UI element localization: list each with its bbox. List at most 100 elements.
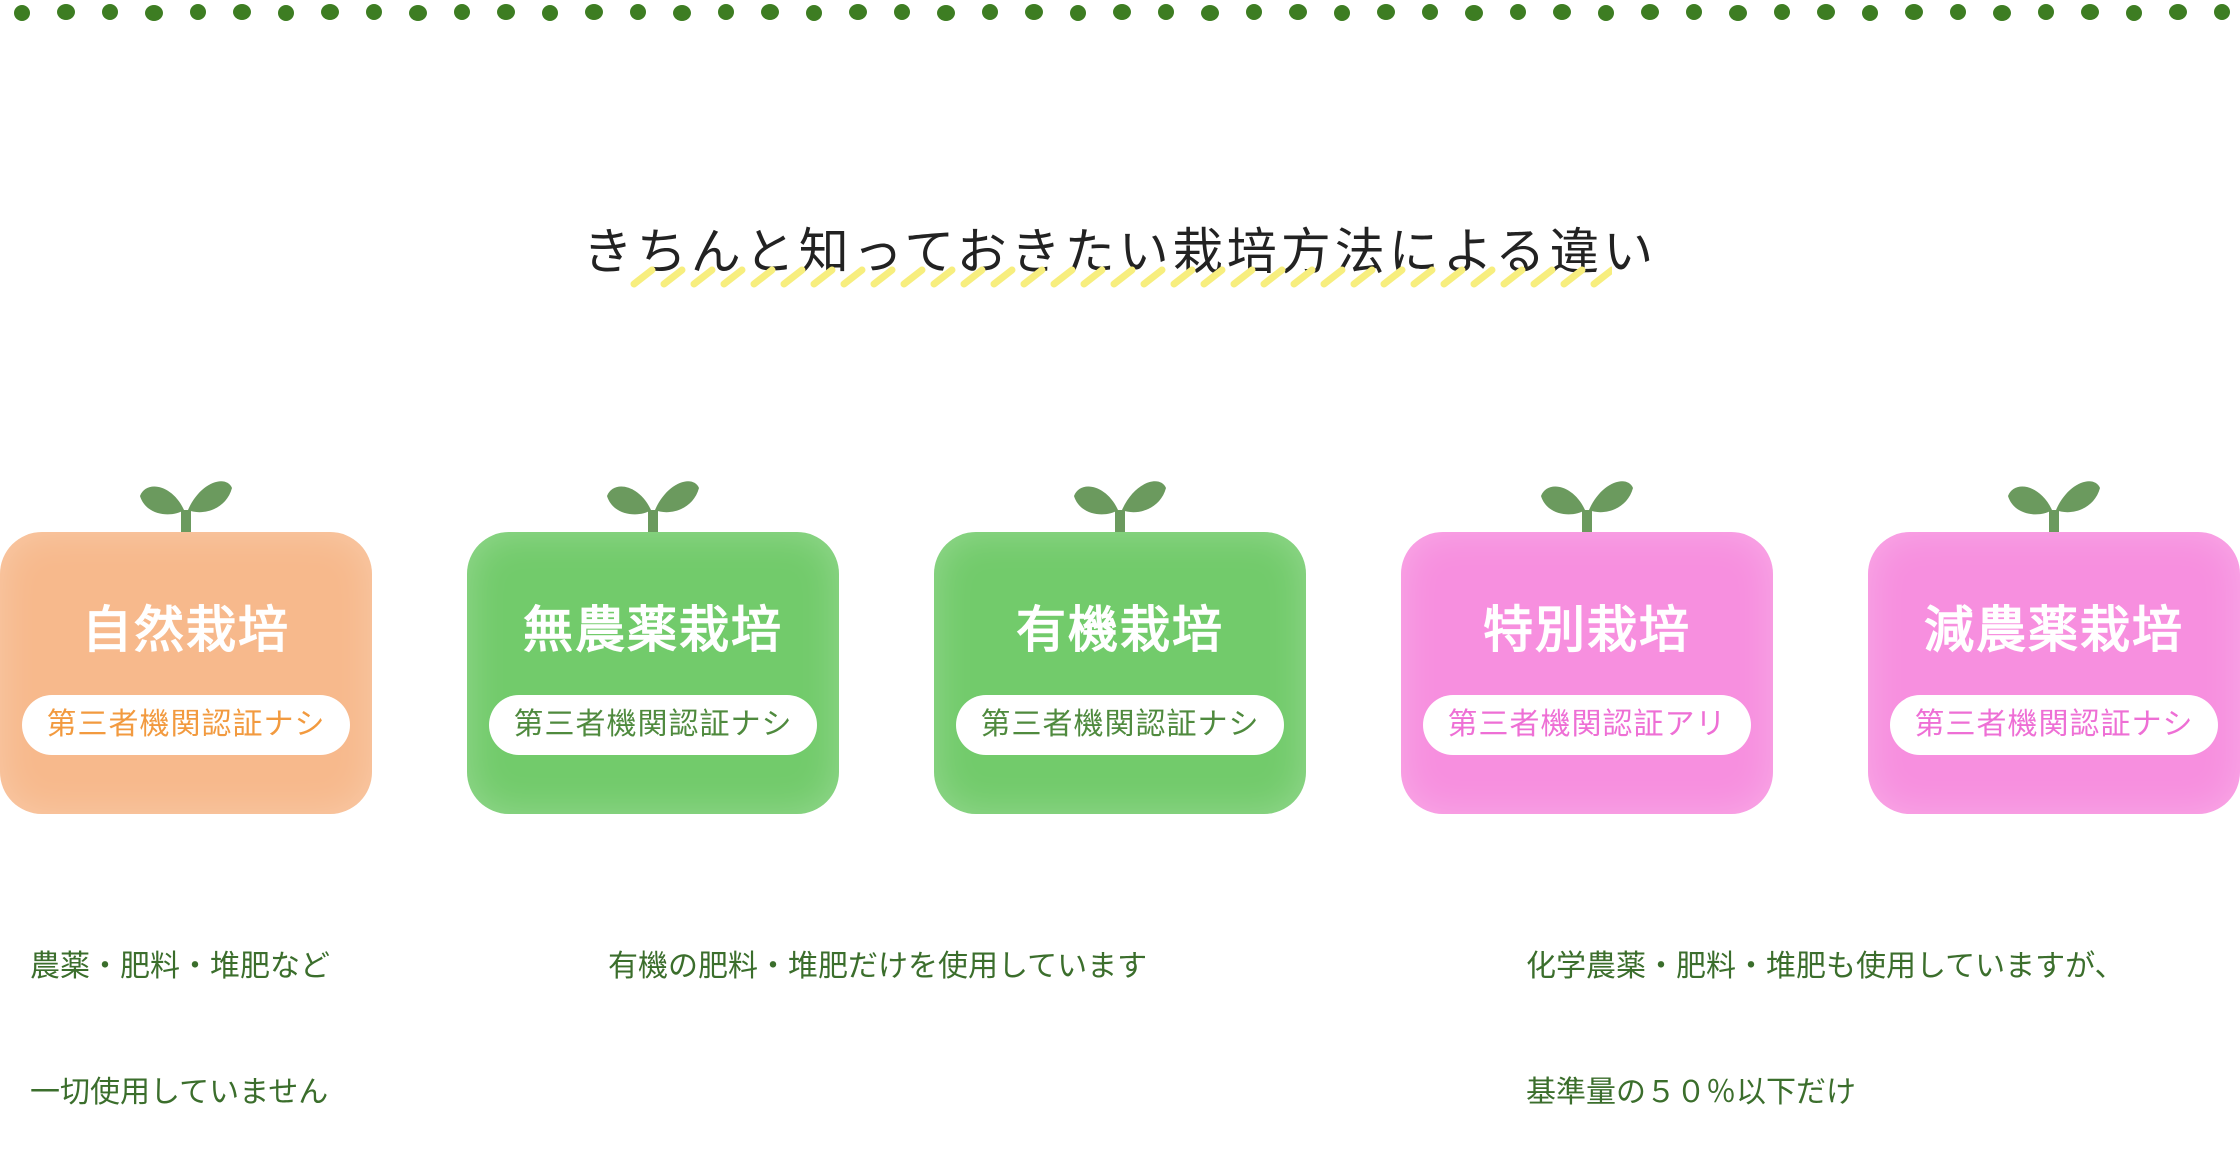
border-dot [1598,5,1614,21]
border-dot [2126,5,2142,21]
underline-stroke [630,266,656,288]
card-title: 自然栽培 [82,601,290,659]
border-dot [894,4,910,20]
card-pesticide-free-cultivation[interactable]: 無農薬栽培 第三者機関認証ナシ [467,532,839,814]
border-dot [2169,4,2187,20]
border-dot [1025,4,1043,20]
border-dot [1289,4,1307,20]
border-dot [1510,4,1526,20]
border-dot [1070,5,1086,21]
border-dot [233,4,251,20]
card-natural-cultivation[interactable]: 自然栽培 第三者機関認証ナシ [0,532,372,814]
border-dot [585,4,603,20]
border-dot [937,5,955,21]
border-dot [2081,4,2099,20]
border-dot [1774,4,1790,20]
sprout-icon [1541,481,1633,548]
page-title: きちんと知っておきたい栽培方法による違い [582,223,1658,281]
underline-stroke [930,266,956,288]
sprout-icon [1074,481,1166,548]
border-dot [1686,4,1702,20]
underline-stroke [750,266,776,288]
underline-stroke [870,266,896,288]
underline-stroke [960,266,986,288]
border-dot [454,4,470,20]
underline-stroke [780,266,806,288]
certification-badge: 第三者機関認証アリ [1423,695,1751,755]
border-dot [761,4,779,20]
description-line: 化学農薬・肥料・堆肥も使用していますが、 [1526,949,2125,984]
underline-stroke [1200,266,1226,288]
underline-stroke [1410,266,1436,288]
border-dot [1817,4,1835,20]
underline-stroke [1320,266,1346,288]
border-dot [366,4,382,20]
underline-stroke [1500,266,1526,288]
underline-stroke [900,266,926,288]
underline-stroke [690,266,716,288]
border-dot [673,5,691,21]
border-dot [1201,5,1219,21]
border-dot [806,5,822,21]
underline-stroke [1350,266,1376,288]
border-dot [278,5,294,21]
border-dot [1334,5,1350,21]
description-natural: 農薬・肥料・堆肥など 一切使用していません [30,862,330,1156]
border-dot [1158,4,1174,20]
border-dot [57,4,75,20]
card-special-cultivation[interactable]: 特別栽培 第三者機関認証アリ [1401,532,1773,814]
card-title: 減農薬栽培 [1924,601,2184,659]
underline-stroke [660,266,686,288]
dotted-border [14,4,2230,21]
underline-stroke [810,266,836,288]
border-dot [1950,4,1966,20]
underline-stroke [1140,266,1166,288]
underline-stroke [1530,266,1556,288]
underline-stroke [1020,266,1046,288]
border-dot [1641,4,1659,20]
border-dot [2214,4,2230,20]
border-dot [1422,4,1438,20]
underline-stroke [1440,266,1466,288]
border-dot [1905,4,1923,20]
border-dot [1729,5,1747,21]
description-line: 農薬・肥料・堆肥など [30,949,330,984]
card-title: 無農薬栽培 [523,601,783,659]
border-dot [542,5,558,21]
certification-badge: 第三者機関認証ナシ [489,695,817,755]
underline-stroke [1110,266,1136,288]
border-dot [849,4,867,20]
border-dot [718,4,734,20]
description-pesticide-free-organic: 有機の肥料・堆肥だけを使用しています [608,862,1147,1030]
border-dot [145,5,163,21]
card-reduced-pesticide-cultivation[interactable]: 減農薬栽培 第三者機関認証ナシ [1868,532,2240,814]
certification-badge: 第三者機関認証ナシ [1890,695,2218,755]
underline-stroke [1050,266,1076,288]
heading-underline [630,266,1612,288]
underline-stroke [1080,266,1106,288]
underline-stroke [1170,266,1196,288]
border-dot [321,4,339,20]
description-special-reduced: 化学農薬・肥料・堆肥も使用していますが、 基準量の５０％以下だけ [1526,862,2125,1156]
border-dot [1113,4,1131,20]
description-line: 有機の肥料・堆肥だけを使用しています [608,949,1148,984]
border-dot [1465,5,1483,21]
border-dot [1246,4,1262,20]
underline-stroke [1230,266,1256,288]
underline-stroke [1590,266,1612,288]
card-title: 有機栽培 [1016,601,1224,659]
border-dot [2038,4,2054,20]
border-dot [1553,4,1571,20]
border-dot [630,4,646,20]
border-dot [409,5,427,21]
border-dot [14,5,30,21]
description-line: 基準量の５０％以下だけ [1526,1075,1856,1110]
underline-stroke [1560,266,1586,288]
card-organic-cultivation[interactable]: 有機栽培 第三者機関認証ナシ [934,532,1306,814]
border-dot [102,4,118,20]
border-dot [1993,5,2011,21]
card-title: 特別栽培 [1483,601,1691,659]
underline-stroke [1290,266,1316,288]
underline-stroke [840,266,866,288]
border-dot [1862,5,1878,21]
